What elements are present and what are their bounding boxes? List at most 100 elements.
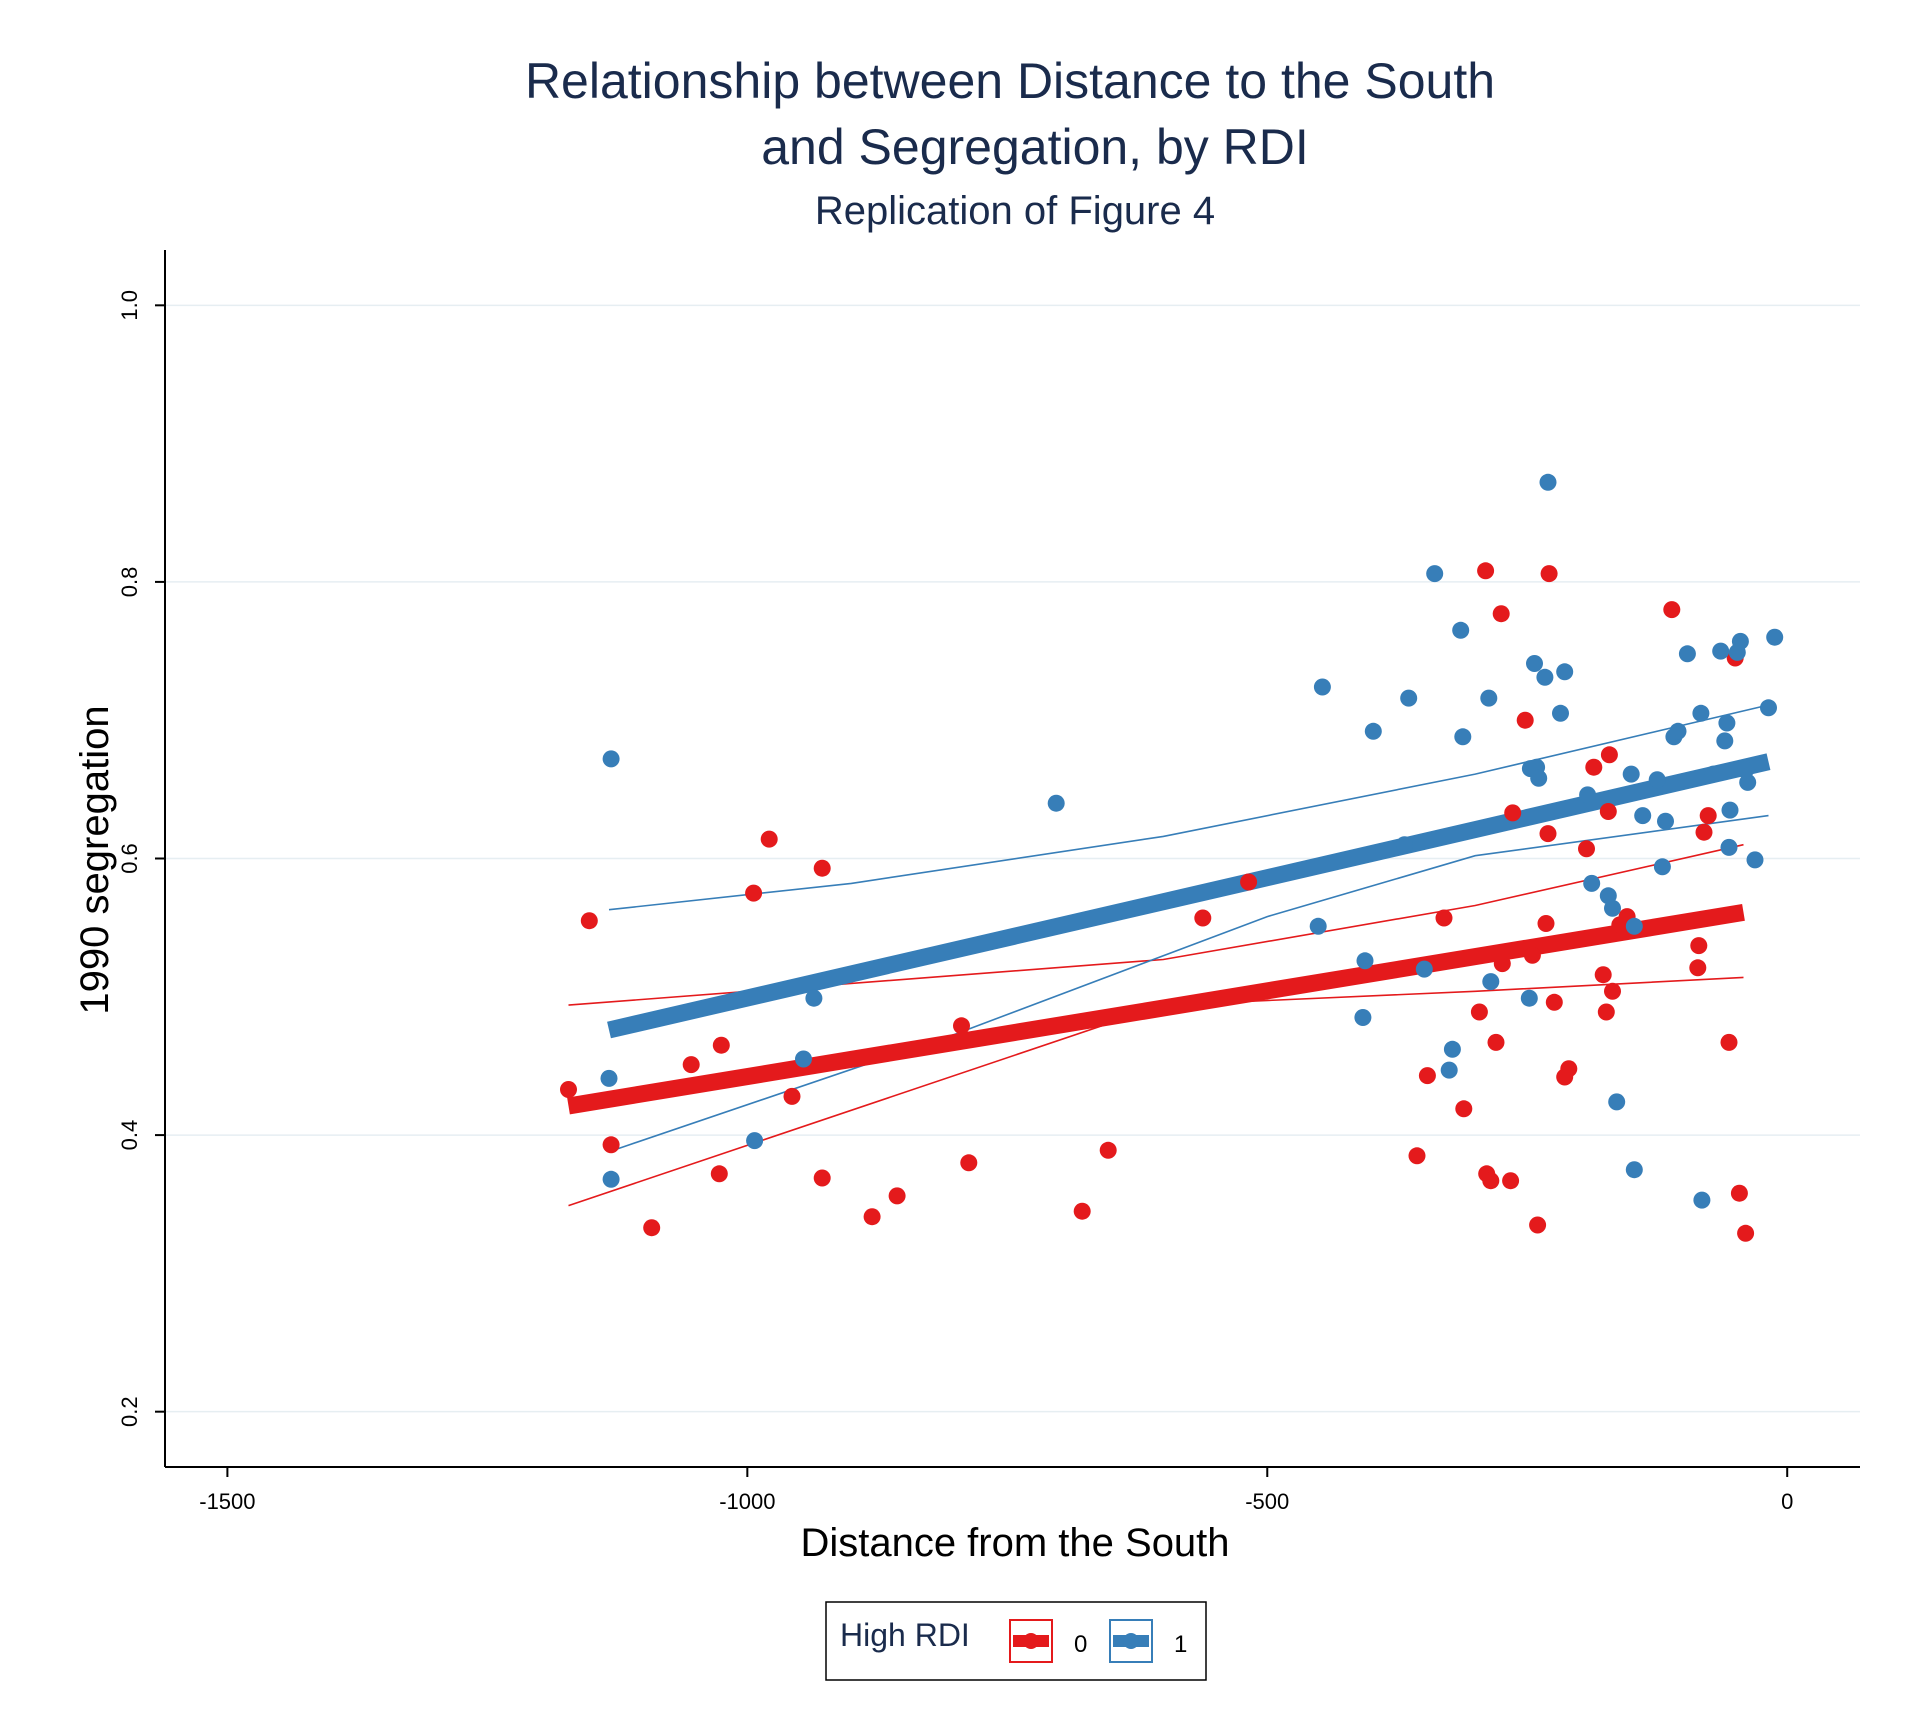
point-series-1-11 (1364, 722, 1382, 740)
point-series-0-13 (888, 1187, 906, 1205)
point-series-0-39 (1540, 565, 1558, 583)
point-series-1-59 (1760, 699, 1777, 717)
point-series-0-17 (1099, 1141, 1117, 1159)
point-series-1-17 (1443, 1040, 1461, 1058)
point-series-0-19 (1240, 873, 1258, 891)
point-series-1-0 (600, 1069, 618, 1087)
legend-label-0: 0 (1074, 1631, 1087, 1658)
point-series-1-26 (1530, 769, 1548, 787)
point-series-0-44 (1585, 758, 1603, 776)
y-tick-label-0: 0.2 (117, 1396, 142, 1427)
point-series-0-12 (863, 1208, 881, 1226)
point-series-0-46 (1597, 1003, 1615, 1021)
point-series-1-14 (1415, 960, 1433, 978)
point-series-0-7 (745, 884, 763, 902)
point-series-1-10 (1354, 1009, 1372, 1026)
fit-line-series-1 (607, 753, 1771, 1039)
point-series-0-22 (1435, 909, 1453, 927)
point-series-0-21 (1418, 1067, 1436, 1085)
point-series-1-15 (1426, 565, 1444, 583)
point-series-0-11 (813, 1169, 831, 1187)
confidence-interval-lines (568, 704, 1769, 1207)
point-series-0-0 (560, 1081, 577, 1098)
point-series-1-6 (1047, 794, 1065, 812)
point-series-1-42 (1657, 812, 1674, 830)
point-series-1-45 (1678, 645, 1696, 663)
point-series-0-4 (682, 1056, 700, 1074)
fit-line-series-0 (567, 904, 1745, 1115)
point-series-0-1 (580, 912, 598, 930)
point-series-0-2 (602, 1136, 620, 1154)
point-series-1-49 (1712, 642, 1730, 660)
ci-upper-series-1 (608, 704, 1769, 911)
tick-labels: -1500 -1000 -500 0 0.2 0.4 0.6 0.8 1.0 (117, 290, 1793, 1514)
point-series-1-29 (1552, 704, 1569, 722)
point-series-0-3 (643, 1219, 661, 1237)
x-tick-label-2: -500 (1245, 1489, 1289, 1514)
point-series-1-37 (1625, 1161, 1643, 1179)
point-series-0-40 (1545, 993, 1563, 1011)
point-series-0-57 (1720, 1033, 1738, 1051)
y-tick-label-2: 0.6 (117, 843, 142, 874)
point-series-0-54 (1690, 937, 1708, 955)
point-series-1-28 (1539, 473, 1557, 491)
point-series-0-23 (1455, 1100, 1473, 1118)
ci-upper-series-0 (568, 843, 1744, 1006)
point-series-1-34 (1604, 899, 1621, 917)
chart-subtitle: Replication of Figure 4 (815, 189, 1215, 233)
point-series-0-32 (1504, 804, 1522, 822)
point-series-0-5 (712, 1036, 730, 1054)
point-series-0-35 (1529, 1216, 1547, 1234)
point-series-0-34 (1516, 711, 1534, 729)
point-series-1-1 (602, 750, 620, 768)
point-series-1-18 (1452, 621, 1470, 639)
point-series-1-22 (1520, 989, 1538, 1007)
point-series-1-52 (1720, 838, 1738, 856)
ci-lower-series-1 (608, 814, 1769, 1153)
point-series-1-38 (1625, 917, 1643, 935)
point-series-1-58 (1746, 851, 1764, 869)
point-series-1-35 (1608, 1093, 1626, 1111)
point-series-1-24 (1526, 655, 1543, 672)
legend-swatch-0-dot (1023, 1633, 1039, 1649)
point-series-0-33 (1502, 1172, 1520, 1190)
point-series-0-8 (760, 830, 778, 848)
point-series-0-28 (1487, 1033, 1505, 1051)
point-series-1-4 (795, 1050, 812, 1068)
point-series-1-32 (1583, 874, 1601, 892)
point-series-0-9 (783, 1087, 801, 1105)
point-series-1-44 (1669, 722, 1687, 740)
legend-swatch-1-dot (1123, 1633, 1139, 1649)
point-series-1-8 (1313, 678, 1331, 696)
legend-label-1: 1 (1174, 1631, 1187, 1658)
point-series-0-59 (1730, 1184, 1748, 1202)
point-series-1-41 (1653, 858, 1671, 876)
point-series-1-5 (805, 989, 823, 1007)
point-series-1-48 (1704, 765, 1722, 783)
x-tick-label-3: 0 (1781, 1489, 1793, 1514)
point-series-1-19 (1454, 728, 1472, 746)
point-series-0-49 (1604, 982, 1621, 1000)
point-series-1-21 (1482, 973, 1500, 991)
x-tick-label-0: -1500 (199, 1489, 255, 1514)
point-series-0-27 (1482, 1172, 1500, 1190)
point-series-1-7 (1309, 917, 1327, 935)
point-series-1-39 (1634, 807, 1652, 825)
y-axis-title: 1990 segregation (73, 705, 117, 1014)
legend: High RDI 0 1 (825, 1601, 1207, 1681)
point-series-1-31 (1579, 786, 1597, 804)
legend-swatch-0 (1009, 1619, 1053, 1663)
point-series-1-30 (1556, 663, 1574, 681)
point-series-1-50 (1716, 732, 1734, 750)
point-series-1-2 (602, 1170, 620, 1188)
point-series-0-38 (1539, 825, 1557, 843)
point-series-1-3 (746, 1132, 764, 1150)
point-series-1-47 (1693, 1191, 1711, 1209)
point-series-0-6 (710, 1165, 728, 1183)
point-series-0-37 (1537, 915, 1555, 932)
point-series-1-9 (1356, 952, 1374, 970)
point-series-1-16 (1440, 1061, 1458, 1079)
point-series-0-20 (1408, 1147, 1426, 1165)
